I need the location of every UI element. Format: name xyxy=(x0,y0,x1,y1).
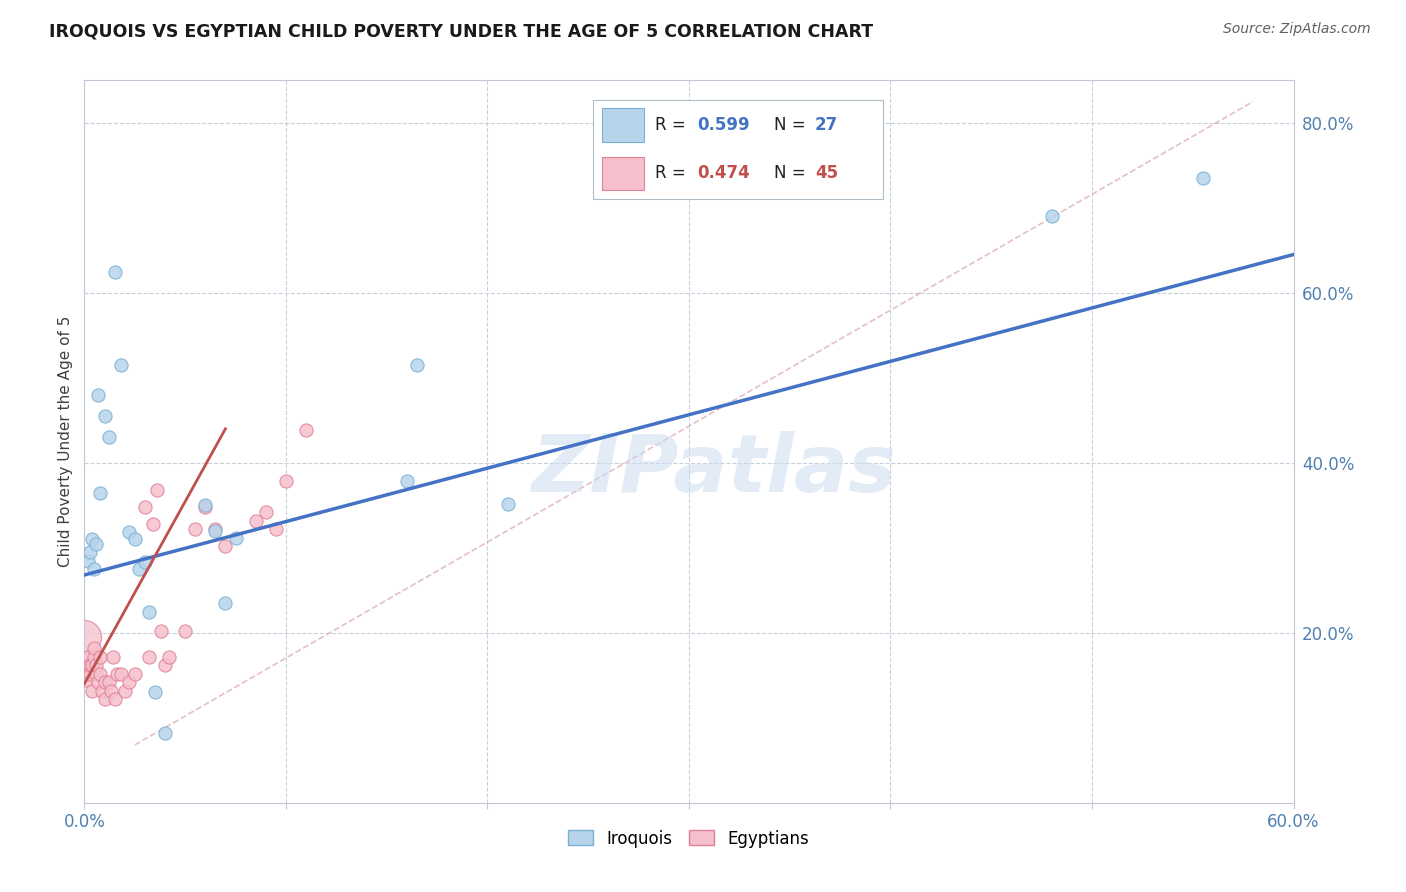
Point xyxy=(91,683,114,698)
Point xyxy=(89,666,111,681)
Point xyxy=(110,666,132,681)
Point xyxy=(124,666,146,681)
Point xyxy=(83,562,105,576)
Point xyxy=(87,675,110,690)
FancyBboxPatch shape xyxy=(593,100,883,199)
FancyBboxPatch shape xyxy=(602,109,644,142)
Text: 0.474: 0.474 xyxy=(697,164,749,182)
Point xyxy=(93,675,115,690)
Point xyxy=(146,483,169,497)
Point xyxy=(153,726,176,740)
Point xyxy=(114,683,136,698)
Point xyxy=(105,666,128,681)
Text: 27: 27 xyxy=(815,116,838,134)
Point xyxy=(83,649,105,664)
Point xyxy=(82,683,104,698)
Point xyxy=(93,692,115,706)
Point xyxy=(245,514,267,528)
Text: 0.599: 0.599 xyxy=(697,116,749,134)
Point xyxy=(79,666,101,681)
Point xyxy=(128,562,150,576)
Point xyxy=(264,522,287,536)
Text: R =: R = xyxy=(655,164,692,182)
Point xyxy=(82,533,104,547)
Text: IROQUOIS VS EGYPTIAN CHILD POVERTY UNDER THE AGE OF 5 CORRELATION CHART: IROQUOIS VS EGYPTIAN CHILD POVERTY UNDER… xyxy=(49,22,873,40)
Point xyxy=(1040,209,1063,223)
Point xyxy=(174,624,197,639)
Point xyxy=(77,658,100,673)
Point xyxy=(194,498,217,512)
Text: ZIPatlas: ZIPatlas xyxy=(530,432,896,509)
Text: 45: 45 xyxy=(815,164,838,182)
Point xyxy=(79,658,101,673)
Y-axis label: Child Poverty Under the Age of 5: Child Poverty Under the Age of 5 xyxy=(58,316,73,567)
Point xyxy=(75,664,97,678)
Legend: Iroquois, Egyptians: Iroquois, Egyptians xyxy=(560,822,818,856)
Point xyxy=(83,641,105,656)
Point xyxy=(406,358,429,372)
Point xyxy=(157,649,180,664)
Point xyxy=(79,545,101,559)
Point xyxy=(124,533,146,547)
Point xyxy=(138,605,160,619)
Point xyxy=(184,522,207,536)
Point xyxy=(194,500,217,514)
Point xyxy=(214,539,236,553)
Point xyxy=(75,673,97,687)
Point xyxy=(214,596,236,610)
Point xyxy=(118,675,141,690)
Point xyxy=(77,553,100,567)
Point xyxy=(110,358,132,372)
Point xyxy=(295,424,318,438)
Point xyxy=(73,630,96,644)
Point xyxy=(101,649,124,664)
FancyBboxPatch shape xyxy=(602,157,644,190)
Point xyxy=(104,264,127,278)
Text: N =: N = xyxy=(773,116,810,134)
Point xyxy=(134,555,156,569)
Point xyxy=(143,685,166,699)
Point xyxy=(87,388,110,402)
Point xyxy=(142,516,165,531)
Point xyxy=(89,649,111,664)
Point xyxy=(73,660,96,674)
Point xyxy=(89,485,111,500)
Point xyxy=(97,675,120,690)
Point xyxy=(93,409,115,423)
Point xyxy=(104,692,127,706)
Point xyxy=(225,531,247,545)
Point xyxy=(134,500,156,514)
Point xyxy=(97,430,120,444)
Point xyxy=(77,649,100,664)
Text: Source: ZipAtlas.com: Source: ZipAtlas.com xyxy=(1223,22,1371,37)
Point xyxy=(86,536,108,550)
Point xyxy=(118,525,141,540)
Point xyxy=(274,475,297,489)
Point xyxy=(149,624,172,639)
Point xyxy=(138,649,160,664)
Point xyxy=(86,658,108,673)
Point xyxy=(254,505,277,519)
Point xyxy=(204,524,226,538)
Point xyxy=(153,658,176,673)
Text: N =: N = xyxy=(773,164,810,182)
Point xyxy=(100,683,122,698)
Point xyxy=(86,666,108,681)
Point xyxy=(496,497,519,511)
Point xyxy=(82,658,104,673)
Text: R =: R = xyxy=(655,116,692,134)
Point xyxy=(204,522,226,536)
Point xyxy=(395,475,418,489)
Point xyxy=(1192,171,1215,186)
